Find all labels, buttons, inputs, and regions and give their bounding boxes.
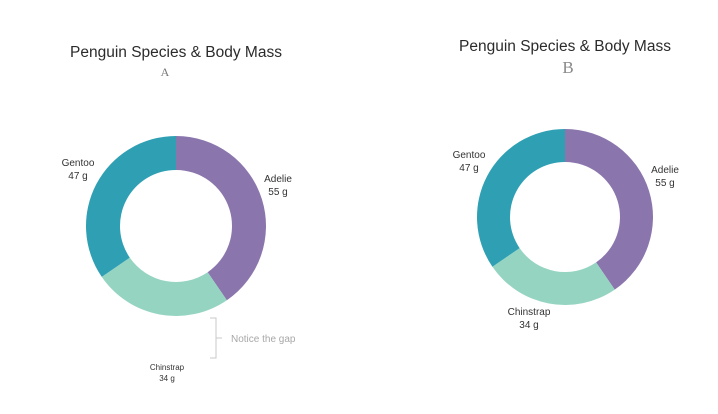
chart-b: Penguin Species & Body Mass B Gentoo 47 … (453, 38, 680, 331)
chart-b-label-gentoo: Gentoo (453, 150, 486, 161)
chart-a-title: Penguin Species & Body Mass (70, 44, 282, 61)
chart-a-slice-chinstrap (101, 257, 227, 317)
chart-a-donut (86, 136, 267, 317)
chart-a-value-gentoo: 47 g (68, 171, 87, 182)
chart-a-value-chinstrap: 34 g (159, 374, 175, 383)
chart-a-subtitle: A (161, 65, 170, 79)
chart-b-slice-adelie (565, 129, 653, 290)
chart-b-label-adelie: Adelie (651, 165, 679, 176)
chart-b-value-chinstrap: 34 g (519, 320, 538, 331)
chart-a-label-chinstrap: Chinstrap (150, 363, 185, 372)
chart-a: Penguin Species & Body Mass A Gentoo 47 … (62, 44, 296, 383)
chart-b-title: Penguin Species & Body Mass (459, 38, 671, 55)
chart-a-slice-gentoo (86, 136, 176, 277)
chart-b-slice-gentoo (477, 129, 565, 267)
chart-b-value-adelie: 55 g (655, 178, 674, 189)
chart-a-annotation-bracket (210, 317, 222, 359)
chart-a-annotation: Notice the gap (231, 334, 296, 345)
chart-a-value-adelie: 55 g (268, 187, 287, 198)
chart-b-donut (477, 129, 653, 305)
chart-a-slice-adelie (176, 136, 267, 301)
chart-b-slice-chinstrap (492, 248, 615, 305)
chart-b-label-chinstrap: Chinstrap (508, 307, 551, 318)
chart-a-label-gentoo: Gentoo (62, 158, 95, 169)
chart-a-label-adelie: Adelie (264, 174, 292, 185)
chart-b-value-gentoo: 47 g (459, 163, 478, 174)
chart-b-subtitle: B (562, 58, 573, 77)
